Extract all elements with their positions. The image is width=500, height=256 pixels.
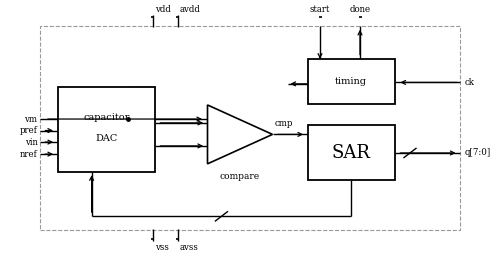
Text: SAR: SAR — [332, 144, 370, 162]
Text: pref: pref — [20, 126, 38, 135]
Bar — [308, 59, 395, 104]
Polygon shape — [208, 105, 272, 164]
Text: cmp: cmp — [275, 119, 293, 128]
Text: vin: vin — [24, 137, 38, 147]
Text: timing: timing — [335, 77, 367, 86]
Bar — [40, 26, 460, 230]
Text: done: done — [350, 5, 370, 14]
Text: nref: nref — [20, 150, 38, 159]
Text: start: start — [310, 5, 330, 14]
Text: q[7:0]: q[7:0] — [465, 148, 491, 157]
Bar — [58, 87, 155, 172]
Text: avdd: avdd — [180, 5, 201, 14]
Text: avss: avss — [180, 243, 199, 252]
Text: vm: vm — [24, 114, 38, 124]
Bar — [308, 125, 395, 180]
Text: compare: compare — [220, 172, 260, 180]
Text: vdd: vdd — [155, 5, 171, 14]
Text: ck: ck — [465, 78, 475, 87]
Text: capacitor: capacitor — [83, 113, 130, 122]
Text: DAC: DAC — [95, 134, 118, 143]
Text: vss: vss — [155, 243, 169, 252]
